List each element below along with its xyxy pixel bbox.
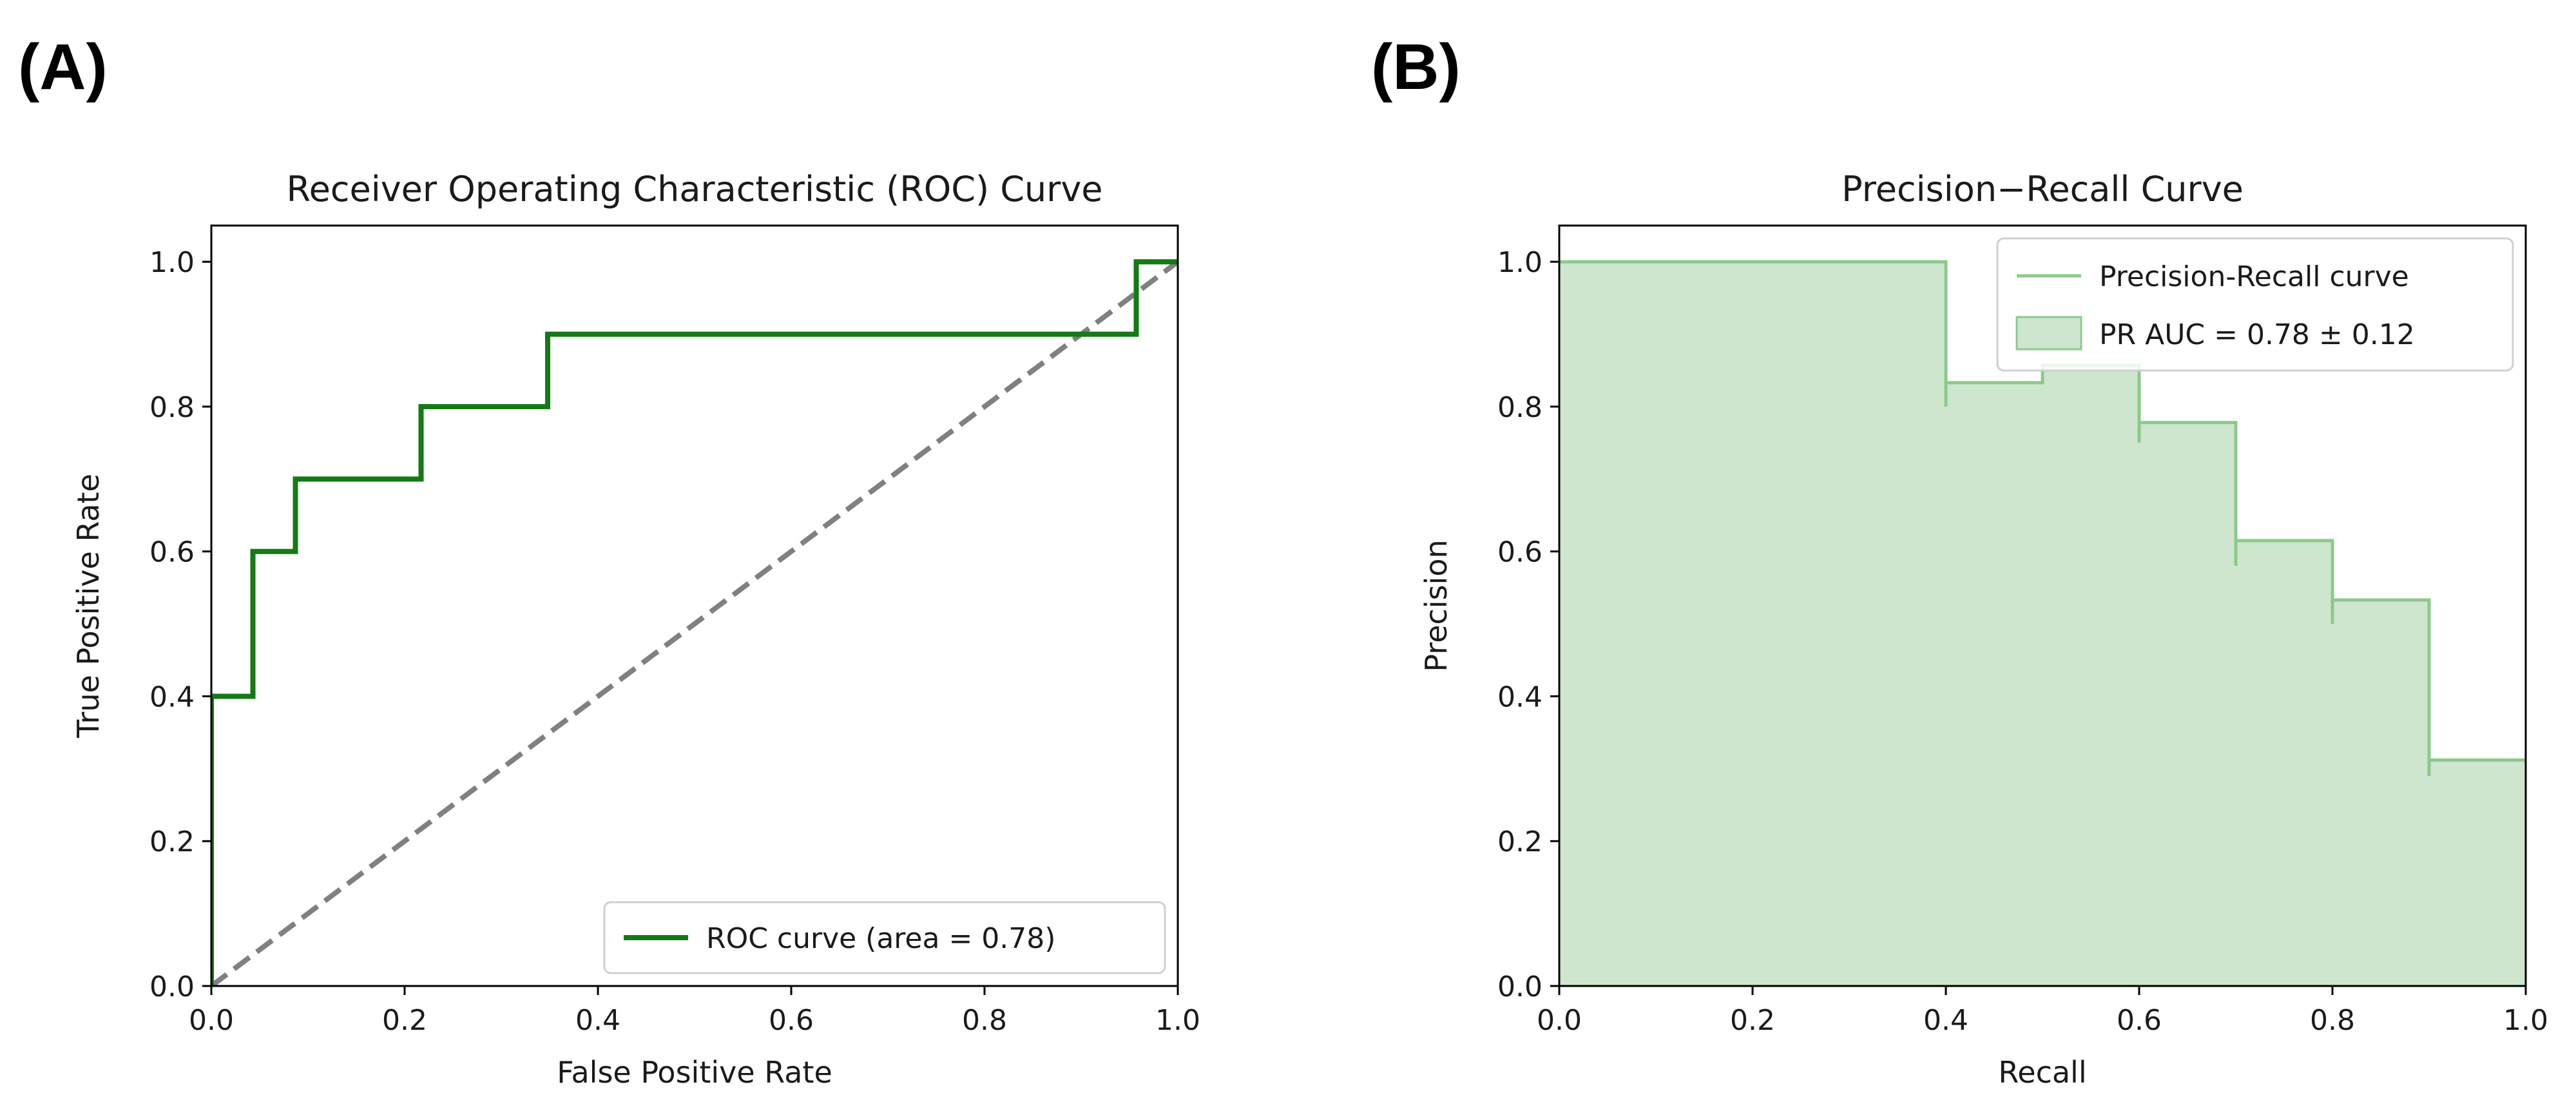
y-axis-label: True Positive Rate — [71, 474, 106, 739]
pr-legend-fill-swatch — [2015, 316, 2082, 351]
y-tick-label: 0.8 — [149, 391, 195, 424]
x-tick-label: 0.8 — [2310, 1004, 2355, 1037]
y-tick-label: 0.4 — [149, 681, 195, 713]
x-tick-label: 0.6 — [2117, 1004, 2162, 1037]
y-tick-label: 0.6 — [1497, 536, 1543, 569]
x-tick-label: 0.0 — [189, 1004, 234, 1037]
x-axis-label: Recall — [1998, 1055, 2086, 1090]
pr-plot-area — [1559, 260, 2526, 986]
y-tick-label: 0.2 — [1497, 826, 1543, 858]
x-tick-label: 1.0 — [1155, 1004, 1200, 1037]
roc-axes-frame — [210, 224, 1179, 987]
x-tick-label: 0.6 — [769, 1004, 814, 1037]
y-tick-label: 1.0 — [1497, 246, 1543, 279]
y-tick-label: 0.2 — [149, 826, 195, 858]
panel-label-a: (A) — [18, 31, 108, 103]
pr-axes-frame — [1558, 224, 2527, 987]
roc-plot-area — [211, 259, 1178, 986]
pr-chart: Precision−Recall Curve 0.0 0.2 0.4 0.6 0.8 1.0… — [1419, 169, 2548, 1090]
y-tick-label: 0.4 — [1497, 681, 1543, 713]
y-tick-label: 0.0 — [149, 971, 195, 1003]
x-axis-label: False Positive Rate — [557, 1055, 832, 1090]
pr-legend-label-auc: PR AUC = 0.78 ± 0.12 — [2099, 318, 2415, 351]
y-tick-label: 0.0 — [1497, 971, 1543, 1003]
pr-auc-fill — [1559, 262, 2526, 986]
pr-legend-label-curve: Precision-Recall curve — [2099, 260, 2409, 293]
roc-legend-label: ROC curve (area = 0.78) — [706, 922, 1055, 955]
roc-legend-box — [603, 901, 1166, 974]
x-tick-label: 1.0 — [2503, 1004, 2548, 1037]
y-tick-label: 1.0 — [149, 246, 195, 279]
chart-title: Precision−Recall Curve — [1841, 169, 2244, 209]
x-tick-label: 0.8 — [962, 1004, 1007, 1037]
chance-diagonal-line — [211, 259, 1178, 986]
panel-label-b: (B) — [1371, 31, 1461, 103]
x-tick-label: 0.2 — [1730, 1004, 1775, 1037]
x-tick-label: 0.4 — [575, 1004, 620, 1037]
y-tick-label: 0.6 — [149, 536, 195, 569]
x-tick-label: 0.2 — [382, 1004, 427, 1037]
pr-curve-line — [1559, 260, 2526, 762]
y-axis-label: Precision — [1419, 539, 1454, 671]
x-tick-label: 0.0 — [1537, 1004, 1582, 1037]
y-tick-label: 0.8 — [1497, 391, 1543, 424]
x-tick-label: 0.4 — [1923, 1004, 1968, 1037]
roc-curve-line — [211, 259, 1178, 986]
pr-legend-box — [1996, 237, 2514, 372]
chart-title: Receiver Operating Characteristic (ROC) … — [286, 169, 1102, 209]
roc-chart: Receiver Operating Characteristic (ROC) … — [71, 169, 1200, 1090]
